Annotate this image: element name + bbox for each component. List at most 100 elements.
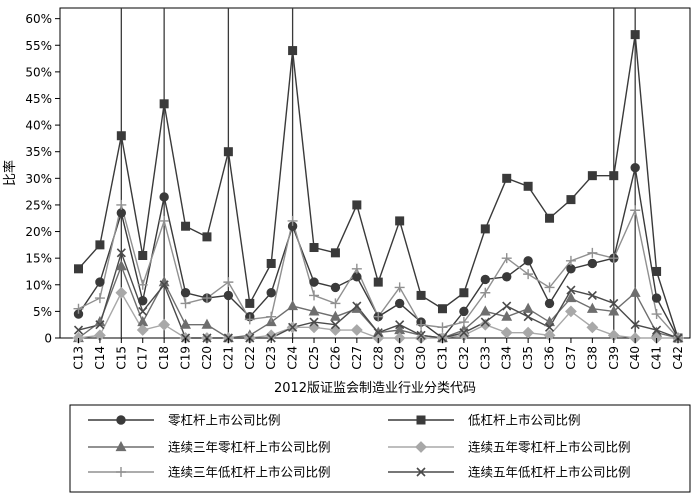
series-2-point (202, 232, 212, 242)
series-3-point (115, 260, 127, 271)
series-2-point (630, 30, 640, 40)
series-1-point (309, 277, 319, 287)
series-5-point (266, 311, 277, 322)
series-6-point (544, 322, 555, 332)
series-3-point (586, 302, 598, 313)
series-3-point (287, 300, 299, 311)
legend-entry: 连续五年低杠杆上市公司比例 (388, 465, 631, 480)
series-2-point (545, 213, 555, 223)
x-tick-label: C27 (350, 346, 364, 370)
series-6-point (138, 306, 148, 316)
series-2-point (159, 99, 169, 109)
series-2-point (74, 264, 83, 274)
series-2-point (95, 240, 105, 250)
x-tick-label: C34 (500, 346, 514, 370)
x-tick-label: C29 (393, 346, 407, 370)
series-4-point (158, 318, 171, 331)
series-1-point (544, 298, 555, 309)
series-5-point (523, 269, 534, 280)
series-3-point (565, 292, 577, 303)
series-6-point (587, 290, 597, 300)
series-4-point (586, 321, 599, 334)
series-5-point (180, 298, 191, 309)
series-1-point (651, 293, 662, 303)
series-3-point (544, 315, 555, 327)
series-5-point (94, 293, 105, 304)
series-1-point (587, 258, 598, 269)
series-5-point (480, 287, 491, 298)
x-tick-label: C23 (264, 346, 278, 370)
series-5-point (73, 303, 84, 314)
y-tick-label: 40% (25, 119, 52, 133)
x-axis-label: 2012版证监会制造业行业分类代码 (274, 381, 476, 396)
series-2-point (330, 248, 340, 258)
series-6-point (652, 325, 662, 335)
x-tick-label: C19 (179, 346, 193, 370)
series-2-point (609, 171, 619, 181)
series-6-point (309, 317, 319, 327)
x-tick-label: C18 (157, 346, 171, 370)
x-tick-label: C39 (607, 346, 621, 370)
series-5-point (608, 253, 619, 264)
series-6-point (502, 301, 512, 311)
series-1-point (480, 274, 491, 285)
legend-label: 零杠杆上市公司比例 (168, 413, 281, 428)
series-6-point (416, 330, 426, 340)
series-2-point (116, 131, 126, 141)
series-4-point (522, 326, 535, 339)
series-6-point (73, 325, 84, 335)
series-5-point (137, 279, 148, 290)
series-5-point (351, 263, 362, 274)
series-3-point (608, 305, 620, 316)
series-1-point (502, 272, 512, 282)
x-tick-label: C17 (136, 346, 150, 370)
y-tick-label: 35% (25, 145, 52, 159)
legend-swatch-marker (116, 415, 126, 425)
series-6-point (609, 298, 619, 308)
series-6-point (116, 248, 126, 258)
y-tick-label: 55% (25, 39, 52, 53)
series-4-point (479, 318, 492, 331)
series-2-point (373, 277, 383, 287)
series-5-point (116, 199, 127, 210)
x-tick-label: C21 (221, 346, 235, 370)
legend-label: 低杠杆上市公司比例 (468, 413, 581, 428)
series-1-point (352, 272, 362, 282)
x-tick-label: C42 (671, 346, 685, 370)
series-5-point (501, 253, 512, 264)
series-5-point (287, 215, 298, 226)
series-2-point (138, 251, 148, 260)
series-6-point (523, 312, 533, 322)
y-tick-label: 10% (25, 278, 52, 292)
series-1-point (180, 288, 191, 298)
series-4-point (329, 324, 342, 336)
series-2-point (416, 290, 426, 300)
series-6-point (373, 328, 383, 338)
x-tick-label: C22 (243, 346, 257, 370)
series-4-point (136, 324, 149, 336)
x-tick-label: C33 (478, 346, 492, 370)
series-5-point (244, 314, 255, 325)
series-5-point (544, 282, 555, 293)
series-6-point (330, 320, 340, 330)
series-5-point (458, 317, 469, 328)
y-tick-label: 0 (44, 332, 52, 346)
y-tick-label: 5% (33, 305, 52, 319)
x-tick-label: C14 (93, 346, 107, 370)
series-6-point (95, 320, 105, 330)
x-tick-label: C40 (628, 346, 642, 370)
series-3-point (501, 310, 513, 321)
legend-swatch-marker (116, 467, 126, 477)
series-2-point (223, 147, 233, 157)
y-tick-label: 20% (25, 225, 52, 239)
series-5-point (394, 282, 405, 293)
x-tick-label: C35 (521, 346, 535, 370)
series-6-point (288, 322, 298, 332)
series-2-point (288, 46, 298, 56)
series-1-point (138, 296, 148, 306)
y-tick-label: 50% (25, 65, 52, 79)
series-2-point (395, 216, 405, 226)
series-1-point (159, 192, 169, 202)
